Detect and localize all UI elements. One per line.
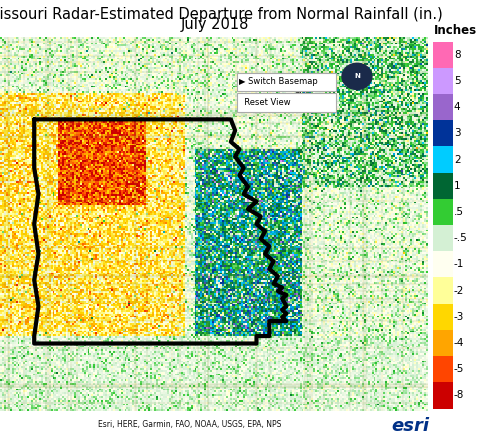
Bar: [432, 277, 452, 304]
Bar: [432, 68, 452, 94]
Bar: [432, 251, 452, 277]
Text: -4: -4: [454, 338, 464, 348]
Text: -1: -1: [454, 260, 464, 269]
Text: -3: -3: [454, 312, 464, 322]
Text: 3: 3: [454, 128, 460, 138]
Bar: [432, 382, 452, 409]
Bar: [432, 356, 452, 382]
Text: 2: 2: [454, 155, 460, 164]
Text: -2: -2: [454, 286, 464, 295]
Text: Chicago: Chicago: [294, 93, 331, 101]
Text: -5: -5: [454, 364, 464, 374]
FancyBboxPatch shape: [238, 73, 336, 91]
Text: esri: esri: [391, 416, 429, 434]
Text: -8: -8: [454, 391, 464, 400]
Bar: [432, 225, 452, 251]
FancyBboxPatch shape: [238, 93, 336, 112]
Circle shape: [342, 63, 372, 90]
Text: Inches: Inches: [434, 24, 476, 37]
Text: Esri, HERE, Garmin, FAO, NOAA, USGS, EPA, NPS: Esri, HERE, Garmin, FAO, NOAA, USGS, EPA…: [98, 420, 282, 429]
Bar: [432, 120, 452, 146]
Text: July 2018: July 2018: [181, 17, 249, 32]
Bar: [432, 146, 452, 173]
Text: N: N: [354, 73, 360, 80]
Text: Missouri Radar-Estimated Departure from Normal Rainfall (in.): Missouri Radar-Estimated Departure from …: [0, 7, 443, 21]
Bar: [432, 304, 452, 330]
Bar: [432, 42, 452, 68]
Text: ▶ Switch Basemap: ▶ Switch Basemap: [240, 77, 318, 87]
Text: 1: 1: [454, 181, 460, 191]
Text: .5: .5: [454, 207, 464, 217]
Bar: [432, 330, 452, 356]
Text: 8: 8: [454, 50, 460, 59]
Text: 5: 5: [454, 76, 460, 86]
Bar: [432, 173, 452, 199]
Bar: [432, 94, 452, 120]
Text: -.5: -.5: [454, 233, 468, 243]
Bar: [432, 199, 452, 225]
Text: 4: 4: [454, 102, 460, 112]
Text: Reset View: Reset View: [240, 98, 291, 107]
